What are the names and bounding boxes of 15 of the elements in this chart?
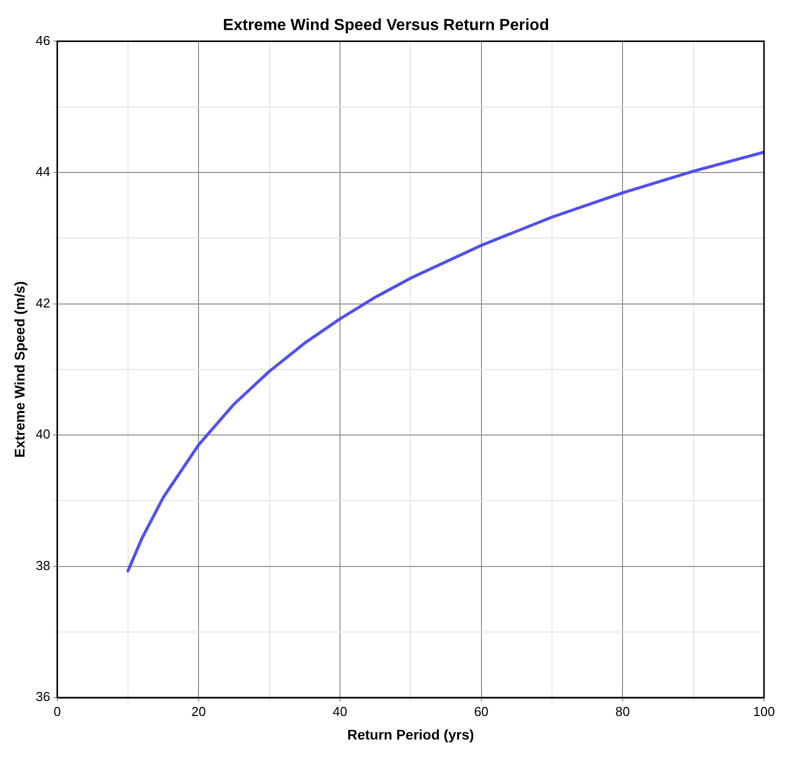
x-tick-label: 0 [54, 704, 61, 719]
y-tick-label: 38 [36, 558, 50, 573]
chart-title: Extreme Wind Speed Versus Return Period [222, 17, 550, 34]
y-tick-label: 36 [36, 689, 50, 704]
y-tick-label: 46 [36, 32, 50, 48]
x-tick-label: 60 [474, 704, 489, 719]
x-tick-label: 40 [332, 704, 348, 719]
y-axis-title: Extreme Wind Speed (m/s) [11, 281, 28, 458]
x-axis-title: Return Period (yrs) [347, 726, 474, 742]
x-tick-label: 100 [753, 704, 775, 719]
y-tick-label: 40 [36, 426, 50, 442]
x-tick-label: 80 [615, 704, 630, 719]
y-tick-label: 42 [36, 295, 50, 310]
y-tick-label: 44 [36, 164, 50, 180]
x-tick-label: 20 [191, 704, 206, 719]
